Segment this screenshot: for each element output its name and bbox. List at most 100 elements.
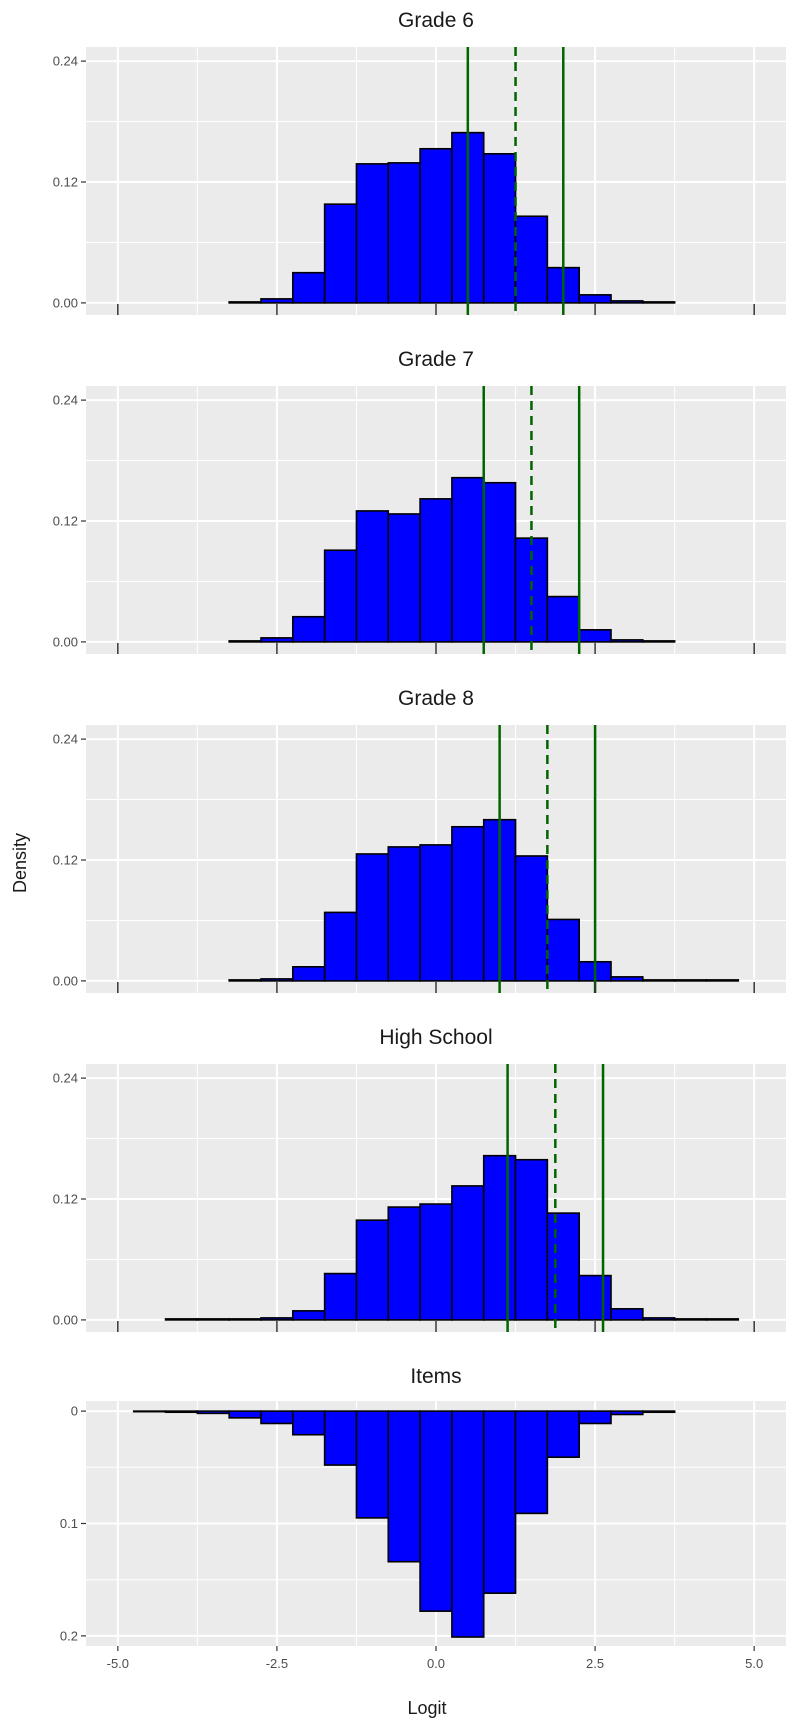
histogram-bar [323,911,358,982]
histogram-bar [578,1410,612,1425]
histogram-bar [323,1410,358,1466]
histogram-bar [387,1410,421,1563]
histogram-bar [642,1317,676,1321]
histogram-bar [610,1308,644,1321]
histogram-bar [578,1274,612,1321]
panel-2: 0.00 0.12 0.24 Grade 8 [53,687,786,993]
histogram-bar [292,966,326,982]
histogram-bar [578,294,612,304]
histogram-bar [514,1158,549,1321]
y-tick-label: 0.12 [53,514,78,529]
x-tick-label: -2.5 [266,1656,288,1671]
histogram-bar [610,639,644,643]
panel-4: 0 0.1 0.2 -5.0 -2.5 0.0 2.5 5.0 Items [60,1365,786,1671]
histogram-bar [292,615,326,643]
histogram-bar [355,510,390,643]
y-tick-label: 0.24 [53,54,78,69]
histogram-bar [514,215,549,304]
y-tick-label: 0.24 [53,732,78,747]
y-tick-label: 0 [71,1404,78,1419]
y-tick-label: 0.24 [53,1071,78,1086]
panel-0: 0.00 0.12 0.24 Grade 6 [53,9,786,315]
y-tick-label: 0.00 [53,634,78,649]
y-tick-label: 0.1 [60,1516,78,1531]
histogram-bar [642,979,676,982]
histogram-bar [705,979,740,982]
histogram-bar [228,640,262,643]
histogram-bar [419,1410,453,1612]
histogram-bar [228,1410,262,1419]
histogram-bar [292,1410,326,1436]
histogram-bar [642,301,676,304]
panel-1: 0.00 0.12 0.24 Grade 7 [53,348,786,654]
y-tick-label: 0.12 [53,1192,78,1207]
histogram-bar [451,825,485,982]
histogram-bar [323,549,358,643]
panel-title: High School [379,1026,492,1049]
panel-title: Items [410,1365,461,1388]
histogram-bar [642,1410,676,1414]
histogram-bar [673,1318,708,1321]
histogram-bar [482,152,517,304]
histogram-bar [228,979,262,982]
x-tick-label: 0.0 [427,1656,445,1671]
panel-title: Grade 7 [398,348,474,371]
histogram-bar [355,1410,390,1519]
histogram-bar [610,1410,644,1416]
histogram-bar [164,1318,199,1321]
histogram-bar [451,1185,485,1321]
histogram-bar [387,1206,421,1321]
panel-3: 0.00 0.12 0.24 High School [53,1026,786,1332]
histogram-bar [546,1212,580,1321]
y-tick-label: 0.24 [53,393,78,408]
histogram-bar [642,640,676,643]
histogram-bar [387,513,421,643]
histogram-bar [228,301,262,304]
histogram-bar [164,1410,199,1414]
histogram-bar [292,271,326,304]
histogram-bar [546,595,580,643]
y-tick-label: 0.12 [53,175,78,190]
histogram-bar [482,1154,517,1321]
y-axis-title: Density [10,833,30,893]
histogram-bar [260,1410,294,1425]
histogram-bar [514,855,549,982]
y-tick-label: 0.12 [53,853,78,868]
panel-title: Grade 8 [398,687,474,710]
histogram-bar [482,481,517,643]
histogram-bar [228,1318,262,1321]
histogram-bar [260,637,294,643]
histogram-bar [419,147,453,304]
histogram-bar [355,853,390,982]
histogram-bar [419,498,453,643]
histogram-bar [323,1272,358,1321]
histogram-bar [260,298,294,304]
histogram-bar [132,1410,167,1413]
histogram-bar [355,1219,390,1321]
histogram-bar [451,1410,485,1638]
histogram-bar [546,918,580,982]
x-tick-label: 5.0 [745,1656,763,1671]
histogram-bar [419,844,453,982]
histogram-bar [387,846,421,982]
histogram-bar [260,1317,294,1321]
histogram-bar [482,1410,517,1594]
y-tick-label: 0.00 [53,295,78,310]
x-tick-label: -5.0 [107,1656,129,1671]
histogram-bar [578,629,612,643]
histogram-bar [260,978,294,982]
histogram-bar [673,979,708,982]
histogram-bar [610,976,644,982]
histogram-bar [387,162,421,304]
y-tick-label: 0.00 [53,973,78,988]
histogram-bar [196,1410,230,1415]
histogram-bar [610,300,644,304]
histogram-bar [546,1410,580,1458]
histogram-bar [705,1318,740,1321]
x-tick-label: 2.5 [586,1656,604,1671]
histogram-bar [323,203,358,304]
y-tick-label: 0.00 [53,1312,78,1327]
x-axis-title: Logit [407,1698,446,1718]
histogram-bar [514,1410,549,1515]
